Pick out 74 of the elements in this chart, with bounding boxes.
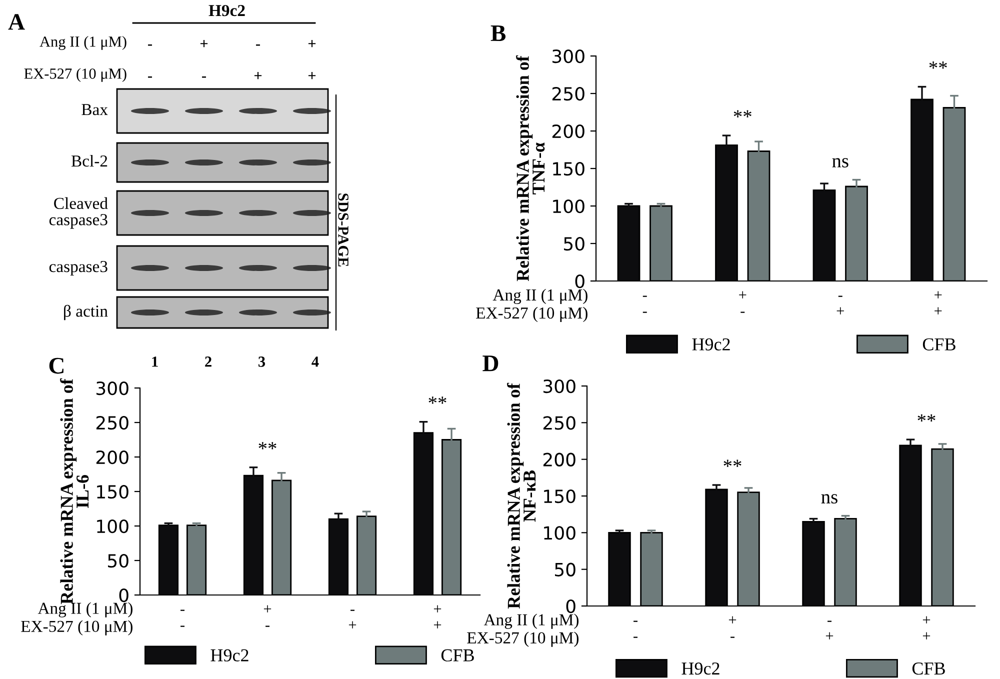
- text: -: [148, 76, 152, 78]
- annotation: **: [724, 460, 742, 467]
- text: H9c2: [208, 4, 245, 16]
- x-tick-label: + +: [434, 605, 442, 628]
- x-tick-label: - -: [642, 296, 647, 313]
- x-axis-title: Ang II (1 μM) EX-527 (10 μM): [476, 288, 588, 322]
- text: +: [308, 72, 316, 80]
- x-tick-label: + +: [922, 616, 930, 640]
- y-tick-label: 250: [543, 416, 576, 430]
- y-axis-title: Relative mRNA expression of TNF-α: [516, 55, 545, 282]
- y-tick-label: 200: [96, 450, 128, 464]
- x-tick-label: + -: [264, 605, 272, 627]
- category-label: caspase3: [49, 260, 108, 276]
- annotation: ns: [821, 494, 838, 504]
- x-tick-label: - -: [180, 610, 184, 627]
- x-tick-label: + -: [728, 616, 736, 638]
- x-axis-title: Ang II (1 μM) EX-527 (10 μM): [21, 602, 132, 636]
- y-tick-label: 150: [97, 484, 128, 499]
- annotation: **: [918, 414, 936, 422]
- y-tick-label: 300: [543, 379, 576, 394]
- x-tick-label: - +: [826, 620, 834, 640]
- legend-label: H9c2: [210, 649, 248, 662]
- y-tick-label: 300: [96, 381, 128, 396]
- legend-label: H9c2: [692, 338, 730, 350]
- y-tick-label: 250: [552, 86, 584, 101]
- x-axis-title: Ang II (1 μM) EX-527 (10 μM): [467, 614, 579, 647]
- legend-label: H9c2: [682, 662, 720, 675]
- legend-label: CFB: [441, 649, 474, 662]
- annotation: ns: [832, 158, 848, 168]
- annotation: **: [258, 442, 276, 450]
- chart-title: D: [482, 356, 498, 372]
- legend-label: CFB: [922, 338, 956, 350]
- y-tick-label: 0: [119, 588, 128, 602]
- y-tick-label: 200: [543, 452, 576, 466]
- text: 1 2 3 4: [152, 356, 319, 367]
- y-tick-label: 100: [97, 519, 128, 534]
- y-tick-label: 100: [544, 526, 576, 540]
- text: SDS-PAGE: [338, 194, 348, 266]
- y-tick-label: 200: [552, 124, 584, 138]
- y-tick-label: 50: [108, 554, 128, 568]
- text: +: [200, 40, 208, 48]
- text: +: [308, 40, 316, 48]
- category-label: Bax: [82, 104, 108, 116]
- text: Ang II (1 μM): [40, 36, 126, 50]
- text: EX-527 (10 μM): [24, 68, 126, 82]
- chart-title: B: [490, 25, 506, 41]
- y-tick-label: 150: [553, 162, 584, 176]
- y-tick-label: 150: [544, 489, 576, 504]
- x-tick-label: + -: [739, 291, 746, 313]
- y-tick-label: 50: [564, 236, 584, 251]
- text: -: [256, 44, 260, 46]
- x-tick-label: - +: [348, 610, 356, 628]
- text: -: [148, 44, 152, 46]
- legend-label: CFB: [912, 662, 945, 675]
- category-label: Bcl-2: [71, 154, 108, 167]
- annotation: **: [428, 396, 446, 404]
- y-tick-label: 250: [96, 416, 128, 430]
- y-tick-label: 0: [575, 274, 584, 288]
- x-tick-label: + +: [934, 291, 942, 314]
- annotation: **: [929, 62, 947, 69]
- x-tick-label: - -: [634, 620, 638, 638]
- text: -: [202, 76, 206, 78]
- annotation: **: [734, 110, 752, 118]
- y-tick-label: 300: [552, 49, 584, 64]
- y-tick-label: 0: [566, 599, 576, 614]
- y-tick-label: 50: [555, 562, 576, 576]
- text: +: [254, 72, 262, 80]
- y-tick-label: 100: [553, 199, 584, 214]
- category-label: Cleaved caspase3: [49, 197, 108, 229]
- y-axis-title: Relative mRNA expression of NF-κB: [507, 382, 536, 609]
- text: A: [8, 14, 25, 30]
- x-tick-label: - +: [836, 296, 844, 314]
- chart-title: C: [49, 358, 64, 374]
- category-label: β actin: [64, 304, 108, 320]
